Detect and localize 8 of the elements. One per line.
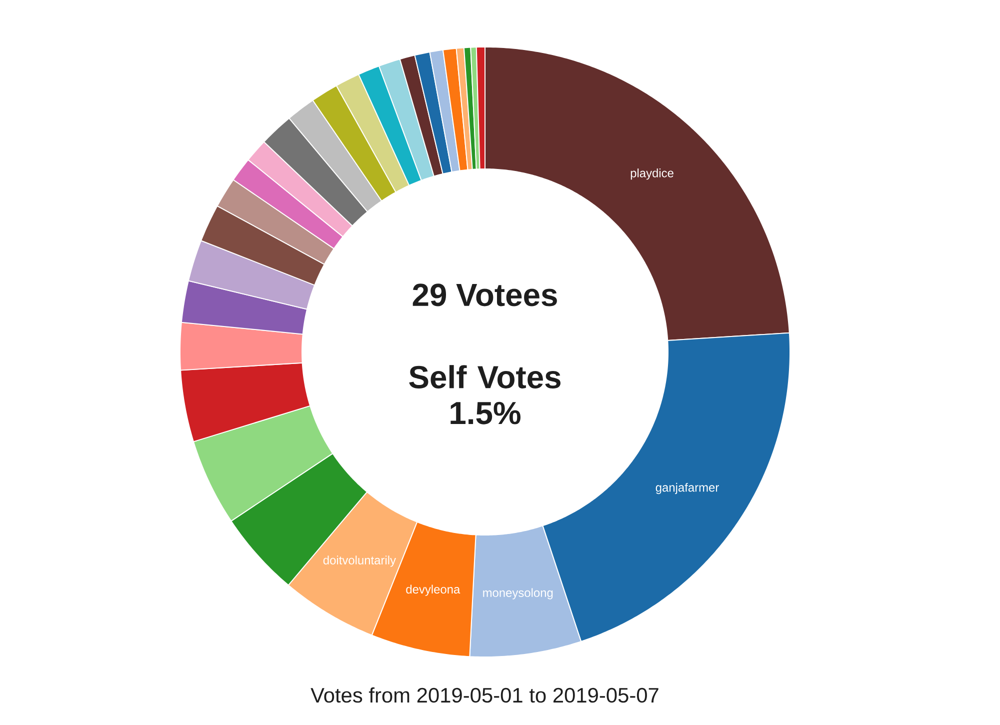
slice-label: moneysolong bbox=[483, 588, 553, 600]
slice-label: playdice bbox=[630, 168, 674, 180]
slice-label: ganjafarmer bbox=[656, 482, 719, 494]
slice-label: doitvoluntarily bbox=[323, 556, 396, 567]
slice-label: devyleona bbox=[406, 584, 460, 596]
text: Self Votes 1.5% bbox=[409, 365, 560, 424]
text: 29 Votees bbox=[412, 284, 557, 306]
text: Votes from 2019-05-01 to 2019-05-07 bbox=[310, 687, 658, 703]
